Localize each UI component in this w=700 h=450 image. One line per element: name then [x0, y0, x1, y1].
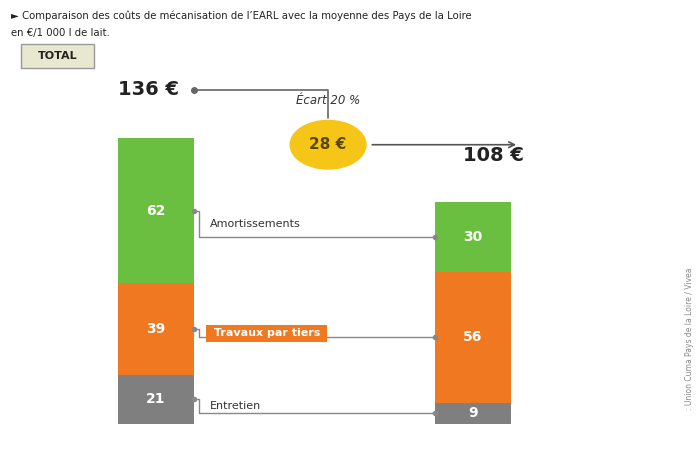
Text: 136 €: 136 €: [118, 80, 179, 99]
Text: 30: 30: [463, 230, 482, 244]
Text: Travaux par tiers: Travaux par tiers: [209, 328, 324, 338]
Text: TOTAL: TOTAL: [38, 51, 78, 61]
Text: ► Comparaison des coûts de mécanisation de l’EARL avec la moyenne des Pays de la: ► Comparaison des coûts de mécanisation …: [11, 11, 472, 21]
Text: 108 €: 108 €: [463, 146, 524, 165]
Bar: [435, 272, 511, 403]
Text: : Union Cuma Pays de la Loire / Vivea: : Union Cuma Pays de la Loire / Vivea: [685, 268, 694, 410]
Bar: [118, 284, 194, 375]
Text: 21: 21: [146, 392, 165, 406]
Bar: [22, 44, 94, 68]
Text: Entretien: Entretien: [209, 401, 261, 411]
Text: 28 €: 28 €: [309, 137, 346, 152]
Text: en €/1 000 l de lait.: en €/1 000 l de lait.: [11, 28, 110, 38]
Text: 56: 56: [463, 330, 482, 344]
Text: 62: 62: [146, 204, 165, 218]
Bar: [118, 375, 194, 424]
Bar: [435, 202, 511, 272]
Text: 9: 9: [468, 406, 477, 420]
Bar: [118, 139, 194, 284]
Bar: [435, 403, 511, 424]
Text: 39: 39: [146, 322, 165, 336]
Text: Écart 20 %: Écart 20 %: [296, 94, 360, 107]
Text: Amortissements: Amortissements: [209, 219, 300, 229]
Circle shape: [290, 121, 366, 169]
